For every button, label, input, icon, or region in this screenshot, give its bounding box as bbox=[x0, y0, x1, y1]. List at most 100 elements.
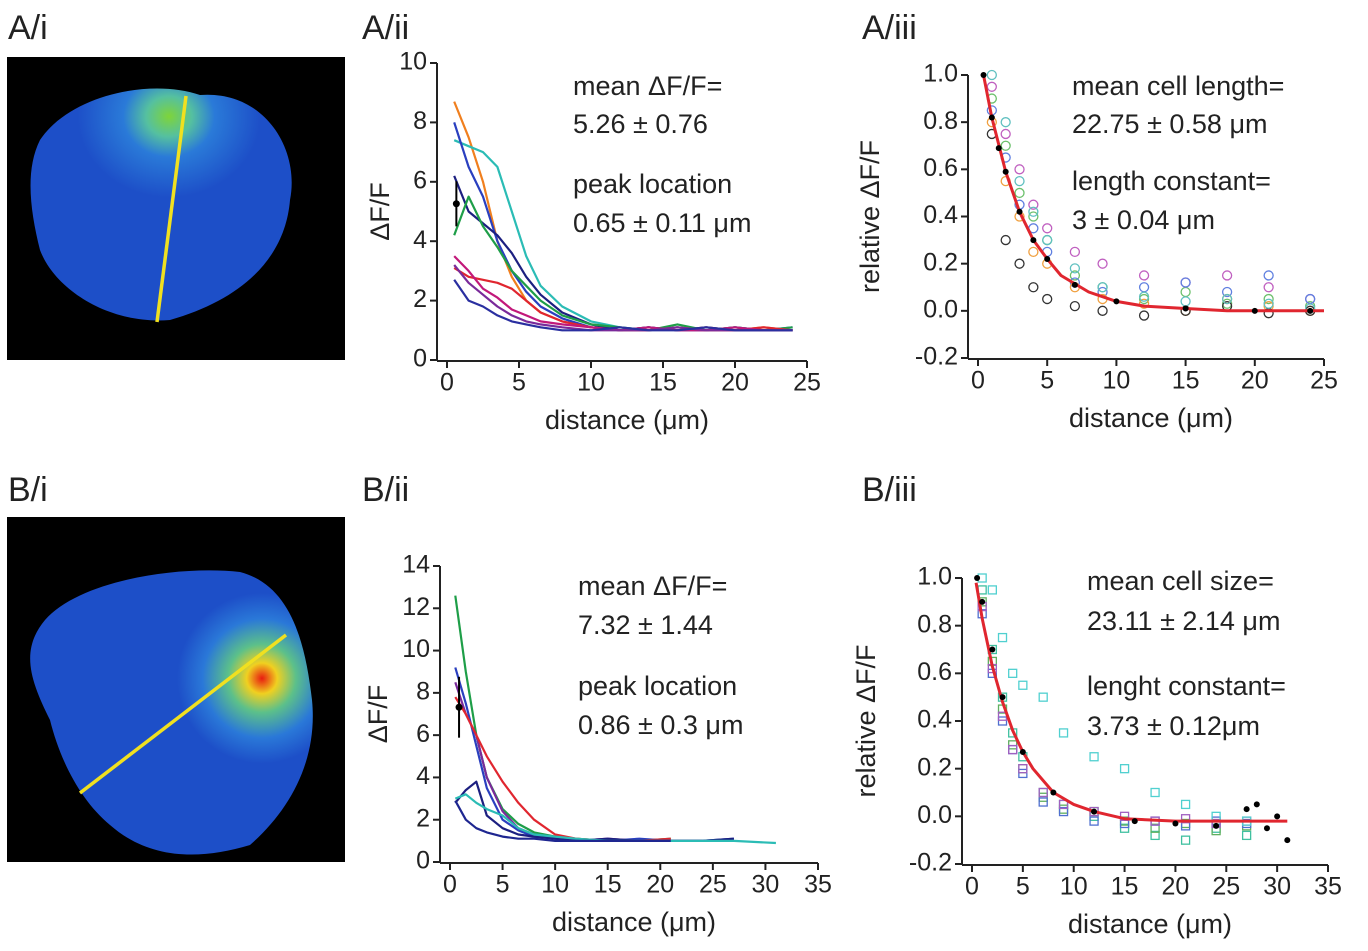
mean-point bbox=[988, 114, 995, 121]
scatter-point bbox=[1008, 740, 1018, 750]
scatter-point bbox=[1069, 270, 1081, 281]
x-tick-label: 20 bbox=[1241, 367, 1269, 395]
y-tick-label: 4 bbox=[416, 762, 430, 790]
y-tick-label: -0.2 bbox=[909, 849, 952, 877]
mean-point bbox=[1172, 820, 1179, 827]
scatter-point bbox=[1042, 234, 1053, 246]
scatter-point bbox=[1000, 140, 1011, 151]
x-tick-label: 25 bbox=[1212, 873, 1240, 901]
scatter-point bbox=[977, 585, 987, 595]
series-line bbox=[454, 793, 776, 845]
y-tick-label: 0.0 bbox=[917, 801, 952, 829]
x-tick-label: 20 bbox=[646, 871, 674, 899]
scatter-point bbox=[1263, 270, 1274, 281]
scatter-point bbox=[1180, 814, 1191, 824]
x-tick-label: 5 bbox=[1040, 367, 1054, 395]
mean-point bbox=[1213, 822, 1220, 829]
y-tick-label: 14 bbox=[402, 551, 430, 579]
x-tick-label: 25 bbox=[699, 871, 727, 899]
scatter-point bbox=[1000, 234, 1011, 246]
y-tick-label: 1.0 bbox=[923, 60, 958, 88]
scatter-point bbox=[1089, 752, 1099, 762]
scatter-point bbox=[1042, 293, 1053, 305]
scatter-point bbox=[1069, 246, 1081, 258]
scatter-point bbox=[1150, 830, 1160, 841]
y-axis-label: relative ΔF/F bbox=[855, 140, 885, 293]
x-tick-label: 10 bbox=[1102, 367, 1130, 395]
x-tick-label: 10 bbox=[541, 871, 569, 899]
y-axis-label: ΔF/F bbox=[365, 182, 395, 241]
scatter-point bbox=[1058, 806, 1069, 817]
annotation: 0.86 ± 0.3 μm bbox=[578, 710, 743, 740]
panel-label: B/ii bbox=[362, 471, 409, 509]
scatter-point bbox=[1042, 223, 1053, 234]
x-tick-label: 15 bbox=[649, 369, 677, 397]
x-tick-label: 10 bbox=[577, 369, 605, 397]
scatter-point bbox=[1241, 821, 1252, 831]
annotation: peak location bbox=[573, 169, 732, 199]
mean-point bbox=[1030, 237, 1037, 244]
scatter-point bbox=[1069, 263, 1081, 274]
x-tick-label: 5 bbox=[512, 369, 526, 397]
series-line bbox=[454, 780, 734, 842]
scatter-point bbox=[1138, 310, 1150, 321]
scatter-point bbox=[1028, 246, 1039, 258]
x-tick-label: 35 bbox=[1314, 873, 1342, 901]
mean-point bbox=[989, 646, 996, 653]
scatter-point bbox=[1028, 206, 1039, 217]
scatter-point bbox=[1018, 680, 1028, 690]
x-tick-label: 0 bbox=[443, 871, 457, 899]
scatter-point bbox=[1097, 305, 1108, 316]
x-tick-label: 20 bbox=[1162, 873, 1190, 901]
x-tick-label: 15 bbox=[594, 871, 622, 899]
scatter-point bbox=[987, 585, 997, 595]
scatter-point bbox=[1000, 128, 1011, 140]
y-axis-label: ΔF/F bbox=[363, 685, 393, 744]
scatter-point bbox=[1241, 830, 1252, 841]
scatter-point bbox=[1138, 291, 1150, 302]
y-tick-label: 0 bbox=[416, 847, 430, 875]
x-tick-label: 15 bbox=[1172, 367, 1200, 395]
scatter-point bbox=[1119, 823, 1130, 833]
y-tick-label: 0.8 bbox=[917, 610, 952, 638]
y-tick-label: 0.0 bbox=[923, 295, 958, 323]
annotation: 5.26 ± 0.76 bbox=[573, 109, 708, 139]
y-tick-label: 4 bbox=[413, 226, 427, 254]
scatter-point bbox=[1263, 282, 1274, 293]
scatter-point bbox=[1028, 211, 1039, 222]
panel-label: A/i bbox=[8, 9, 48, 47]
y-tick-label: 6 bbox=[416, 720, 430, 748]
scatter-point bbox=[1150, 823, 1160, 833]
mean-point bbox=[1182, 305, 1189, 312]
scatter-point bbox=[1119, 764, 1130, 774]
scatter-point bbox=[1018, 764, 1028, 774]
y-axis-label: relative ΔF/F bbox=[851, 644, 881, 797]
x-tick-label: 25 bbox=[793, 369, 821, 397]
x-tick-label: 5 bbox=[1016, 873, 1030, 901]
x-tick-label: 15 bbox=[1111, 873, 1139, 901]
annotation: mean cell length= bbox=[1072, 71, 1284, 101]
x-axis-label: distance (μm) bbox=[552, 907, 716, 937]
mean-point bbox=[1019, 748, 1026, 755]
mean-point bbox=[1113, 298, 1120, 305]
scatter-point bbox=[1008, 668, 1018, 678]
mean-point bbox=[1251, 307, 1258, 314]
x-axis-label: distance (μm) bbox=[1068, 909, 1232, 939]
scatter-point bbox=[986, 69, 997, 81]
scatter-point bbox=[1038, 692, 1048, 702]
scatter-point bbox=[1008, 744, 1018, 755]
scatter-point bbox=[1180, 835, 1191, 845]
scatter-point bbox=[1263, 293, 1274, 305]
x-tick-label: 30 bbox=[752, 871, 780, 899]
scatter-point bbox=[1014, 258, 1025, 269]
annotation: mean cell size= bbox=[1087, 566, 1274, 596]
mean-point bbox=[1091, 808, 1098, 815]
annotation: lenght constant= bbox=[1087, 671, 1286, 701]
mean-point bbox=[1274, 813, 1281, 820]
scatter-point bbox=[1058, 799, 1069, 810]
x-tick-label: 0 bbox=[965, 873, 979, 901]
annotation: 3.73 ± 0.12μm bbox=[1087, 711, 1260, 741]
scatter-point bbox=[1180, 296, 1191, 307]
series-line bbox=[453, 279, 793, 332]
